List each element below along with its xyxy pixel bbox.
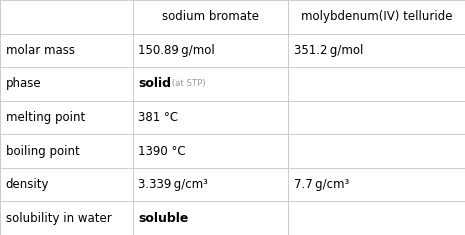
Text: molar mass: molar mass: [6, 44, 74, 57]
Text: sodium bromate: sodium bromate: [162, 10, 259, 23]
Text: density: density: [6, 178, 49, 191]
Text: 1390 °C: 1390 °C: [138, 145, 186, 158]
Text: 3.339 g/cm³: 3.339 g/cm³: [138, 178, 208, 191]
Text: (at STP): (at STP): [170, 79, 206, 88]
Text: boiling point: boiling point: [6, 145, 80, 158]
Text: 150.89 g/mol: 150.89 g/mol: [138, 44, 215, 57]
Text: phase: phase: [6, 77, 41, 90]
Text: solid: solid: [138, 77, 171, 90]
Text: melting point: melting point: [6, 111, 85, 124]
Text: 7.7 g/cm³: 7.7 g/cm³: [294, 178, 349, 191]
Text: molybdenum(IV) telluride: molybdenum(IV) telluride: [301, 10, 452, 23]
Text: solubility in water: solubility in water: [6, 212, 111, 225]
Text: soluble: soluble: [138, 212, 188, 225]
Text: 351.2 g/mol: 351.2 g/mol: [294, 44, 363, 57]
Text: 381 °C: 381 °C: [138, 111, 178, 124]
